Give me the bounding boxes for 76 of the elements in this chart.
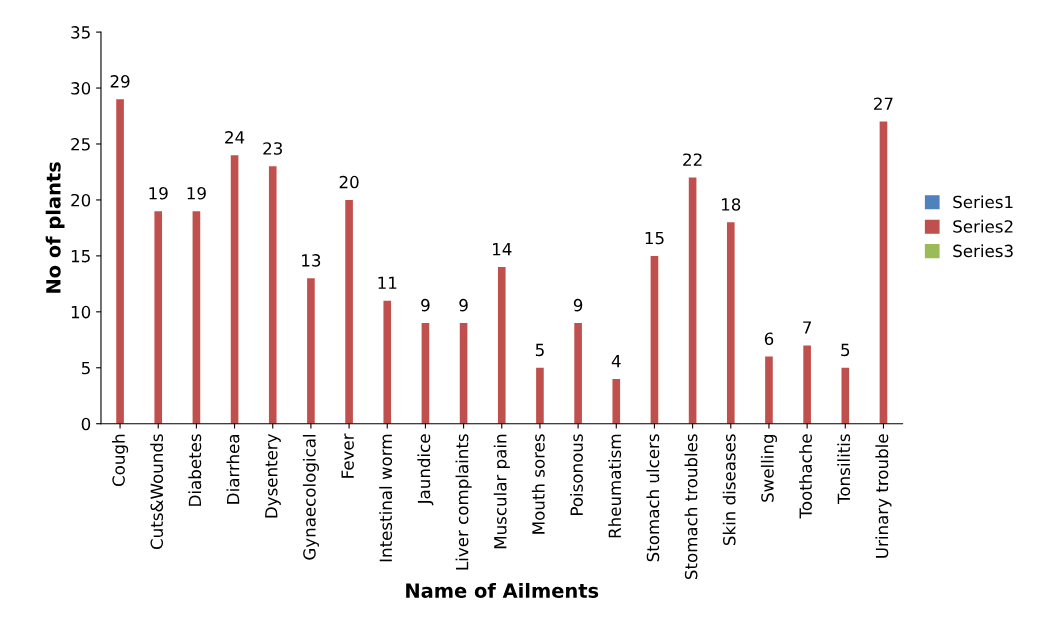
- x-tick-label: Stomach ulcers: [646, 434, 660, 562]
- y-tick-label: 20: [71, 193, 91, 207]
- x-tick-label: Skin diseases: [722, 434, 736, 546]
- bar: [459, 323, 468, 424]
- data-label: 4: [611, 355, 621, 368]
- data-label: 19: [149, 186, 168, 200]
- data-label: 9: [459, 298, 468, 312]
- x-tick-label: Poisonous: [570, 434, 583, 515]
- data-label: 7: [803, 321, 811, 334]
- data-label: 19: [187, 186, 206, 200]
- bar: [688, 177, 697, 424]
- bar: [230, 155, 239, 424]
- bar: [612, 378, 621, 424]
- y-tick-label: 30: [71, 82, 91, 95]
- data-label: 20: [339, 175, 359, 189]
- data-label: 18: [722, 198, 741, 211]
- data-label: 6: [764, 332, 774, 346]
- y-tick-label: 15: [71, 250, 90, 263]
- y-tick-label: 5: [81, 361, 90, 375]
- legend-label: Series3: [953, 244, 1013, 258]
- bar: [307, 278, 315, 424]
- x-tick-label: Tonsilitis: [837, 434, 851, 505]
- x-tick-label: Stomach troubles: [684, 434, 698, 580]
- y-tick-label: 10: [71, 305, 91, 319]
- data-label: 15: [645, 231, 664, 245]
- bar: [497, 267, 506, 424]
- bar: [268, 166, 277, 424]
- bar: [383, 300, 392, 424]
- bar: [765, 356, 773, 424]
- y-axis-title: No of plants: [45, 162, 65, 293]
- bar: [879, 121, 888, 424]
- x-tick-label: Cough: [112, 434, 129, 487]
- x-tick-label: Liver complaints: [455, 434, 472, 570]
- bar: [726, 222, 735, 424]
- bar: [650, 255, 659, 424]
- x-tick-label: Swelling: [760, 434, 778, 502]
- x-tick-label: Gynaecological: [302, 435, 319, 560]
- data-label: 29: [110, 75, 130, 88]
- data-label: 22: [683, 153, 702, 166]
- x-tick-label: Toothache: [799, 434, 812, 519]
- x-tick-label: Urinary trouble: [875, 434, 892, 558]
- x-tick-label: Intestinal worm: [379, 434, 393, 562]
- x-tick-label: Cuts&Wounds: [150, 434, 164, 550]
- x-tick-label: Muscular pain: [493, 434, 510, 549]
- data-label: 27: [874, 97, 893, 110]
- x-tick-label: Mouth sores: [531, 434, 545, 534]
- y-tick-label: 35: [71, 26, 90, 39]
- bar: [116, 99, 124, 424]
- y-tick-label: 0: [81, 417, 91, 431]
- x-axis-title: Name of Ailments: [406, 582, 599, 598]
- data-label: 5: [841, 343, 850, 357]
- data-label: 13: [302, 254, 321, 267]
- bar: [154, 211, 163, 424]
- bar: [574, 323, 582, 424]
- y-tick-label: 25: [71, 137, 90, 151]
- data-label: 11: [378, 276, 397, 289]
- bar: [803, 345, 811, 424]
- bar: [192, 211, 201, 424]
- x-tick-label: Diabetes: [188, 434, 202, 506]
- x-tick-label: Dysentery: [265, 433, 281, 518]
- bar: [841, 367, 850, 424]
- data-label: 9: [421, 298, 430, 312]
- legend-label: Series2: [953, 219, 1013, 233]
- bar: [536, 367, 544, 424]
- data-label: 5: [535, 343, 544, 357]
- x-tick-label: Jaundice: [417, 434, 434, 506]
- x-tick-label: Fever: [341, 433, 354, 478]
- legend-label: Series1: [953, 195, 1013, 209]
- data-label: 14: [492, 243, 512, 256]
- data-label: 9: [573, 298, 583, 312]
- data-label: 24: [225, 131, 245, 144]
- x-tick-label: Diarrhea: [226, 434, 240, 504]
- bar: [345, 199, 353, 424]
- data-label: 23: [263, 142, 283, 155]
- bar: [421, 323, 430, 424]
- x-tick-label: Rheumatism: [608, 434, 622, 538]
